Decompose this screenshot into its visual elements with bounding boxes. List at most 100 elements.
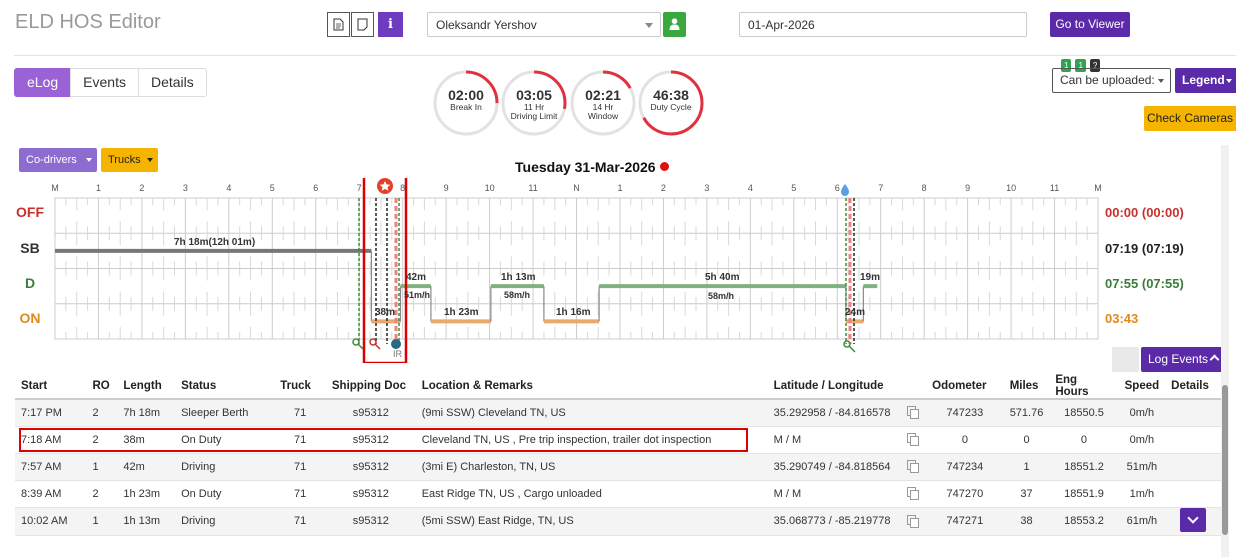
hour-tick-label: M [51, 183, 59, 193]
document-button[interactable] [327, 12, 350, 37]
cell-odometer: 0 [926, 426, 1004, 454]
truck-icon[interactable] [391, 339, 401, 349]
selected-row-highlight [19, 428, 748, 452]
chevron-down-icon [645, 23, 653, 28]
cell-doc: s95312 [325, 426, 416, 454]
codrivers-dropdown[interactable]: Co-drivers [19, 148, 97, 172]
col-shipping-doc[interactable]: Shipping Doc [325, 374, 416, 400]
upload-badges: 1 1 ? [1061, 59, 1101, 72]
hour-tick-label: 10 [1006, 183, 1016, 193]
hour-tick-label: N [573, 183, 580, 193]
col-latlon[interactable]: Latitude / Longitude [767, 374, 897, 400]
cell-length: 38m [117, 426, 176, 454]
upload-select[interactable]: Can be uploaded: [1052, 68, 1171, 93]
table-row[interactable]: 8:39 AM 2 1h 23m On Duty 71 s95312 East Ridge … [15, 480, 1221, 508]
cell-location: (9mi SSW) Cleveland TN, US [415, 399, 768, 427]
upload-label: Can be uploaded: [1060, 73, 1155, 87]
go-to-viewer-button[interactable]: Go to Viewer [1050, 12, 1130, 37]
hour-tick-label: 5 [791, 183, 796, 193]
gauge-window: 02:21 14 Hr Window [570, 70, 636, 136]
legend-label: Legend [1182, 73, 1225, 87]
hour-tick-label: 10 [485, 183, 495, 193]
col-length[interactable]: Length [117, 374, 176, 400]
col-location[interactable]: Location & Remarks [415, 374, 768, 400]
col-odometer[interactable]: Odometer [926, 374, 1004, 400]
log-events-button[interactable]: Log Events [1141, 347, 1226, 372]
cell-truck: 71 [274, 480, 326, 508]
tab-details[interactable]: Details [137, 68, 207, 97]
hour-tick-label: 9 [444, 183, 449, 193]
cell-location: East Ridge TN, US , Cargo unloaded [415, 480, 768, 508]
table-row[interactable]: 7:17 PM 2 7h 18m Sleeper Berth 71 s95312 (9mi … [15, 399, 1221, 427]
hour-tick-label: 8 [922, 183, 927, 193]
comment-button[interactable] [1112, 347, 1139, 372]
cell-length: 7h 18m [117, 399, 176, 427]
col-truck[interactable]: Truck [274, 374, 326, 400]
fuel-drop-icon[interactable] [841, 184, 849, 196]
chevron-down-icon [1226, 79, 1232, 83]
table-row[interactable]: 10:02 AM 1 1h 13m Driving 71 s95312 (5mi SSW) … [15, 507, 1221, 536]
check-cameras-button[interactable]: Check Cameras [1144, 106, 1236, 131]
hos-graph[interactable]: M 1 2 3 4 5 6 7 8 9 10 11 N 1 2 3 4 5 6 7 8 9 10 11 M IR 7h 18m(… [0, 178, 1110, 363]
key-icon[interactable] [843, 340, 856, 353]
cell-truck: 71 [274, 399, 326, 427]
hour-tick-label: 7 [878, 183, 883, 193]
help-badge[interactable]: ? [1089, 59, 1101, 72]
info-button[interactable]: i [378, 12, 403, 37]
cell-doc: s95312 [325, 480, 416, 508]
cell-doc: s95312 [325, 453, 416, 481]
cell-ro: 1 [86, 453, 118, 481]
segment-label: 1h 23m [444, 307, 479, 318]
status-label-on: ON [19, 310, 41, 326]
driver-select[interactable]: Oleksandr Yershov [427, 12, 661, 37]
user-icon [669, 18, 680, 30]
scrollbar-thumb[interactable] [1222, 385, 1228, 535]
cell-status: On Duty [175, 480, 275, 508]
hour-tick-label: 11 [1050, 183, 1059, 193]
gauge-label: Break In [450, 102, 482, 112]
violation-star-icon[interactable] [377, 178, 393, 194]
page-scrollbar[interactable] [1221, 145, 1229, 557]
cell-miles: 37 [1003, 480, 1050, 508]
legend-button[interactable]: Legend [1175, 68, 1236, 93]
day-title: Tuesday 31-Mar-2026 [515, 159, 669, 175]
copy-icon[interactable] [906, 487, 919, 500]
truck-count-badge: 1 [1075, 59, 1086, 72]
copy-icon[interactable] [906, 460, 919, 473]
trucks-dropdown[interactable]: Trucks [101, 148, 158, 172]
cell-status: Driving [175, 453, 275, 481]
cell-start: 7:18 AM [15, 426, 87, 454]
col-speed[interactable]: Speed [1118, 374, 1166, 400]
segment-speed: 58m/h [708, 291, 734, 301]
cell-speed: 0m/h [1118, 399, 1166, 427]
user-button[interactable] [663, 12, 686, 37]
cell-odometer: 747270 [926, 480, 1004, 508]
col-miles[interactable]: Miles [1003, 374, 1050, 400]
cell-location: (5mi SSW) East Ridge, TN, US [415, 507, 768, 536]
copy-icon[interactable] [906, 433, 919, 446]
table-row[interactable]: 7:18 AM 2 38m On Duty 71 s95312 Cleveland TN, … [15, 426, 1221, 454]
cell-miles: 0 [1003, 426, 1050, 454]
expand-details-button[interactable] [1180, 507, 1207, 532]
gauge-label: 14 Hr Window [587, 102, 619, 121]
gauge-break: 02:00 Break In [433, 70, 499, 136]
copy-icon[interactable] [906, 406, 919, 420]
table-row[interactable]: 7:57 AM 1 42m Driving 71 s95312 (3mi E) Charle… [15, 453, 1221, 481]
copy-icon[interactable] [906, 514, 919, 528]
col-start[interactable]: Start [15, 374, 87, 400]
hour-tick-label: 6 [835, 183, 840, 193]
key-icon[interactable] [369, 338, 381, 350]
col-eng-hours[interactable]: Eng Hours [1049, 374, 1119, 400]
col-status[interactable]: Status [175, 374, 275, 400]
cell-details [1165, 453, 1221, 481]
driver-count-badge: 1 [1061, 59, 1072, 72]
key-icon[interactable] [352, 338, 364, 350]
segment-label: 7h 18m(12h 01m) [174, 237, 255, 248]
note-button[interactable] [351, 12, 374, 37]
tab-events[interactable]: Events [70, 68, 139, 97]
cell-doc: s95312 [325, 399, 416, 427]
col-ro[interactable]: RO [86, 374, 118, 400]
hour-tick-label: 4 [226, 183, 231, 193]
date-input[interactable]: 01-Apr-2026 [739, 12, 1027, 37]
tab-elog[interactable]: eLog [14, 68, 72, 97]
